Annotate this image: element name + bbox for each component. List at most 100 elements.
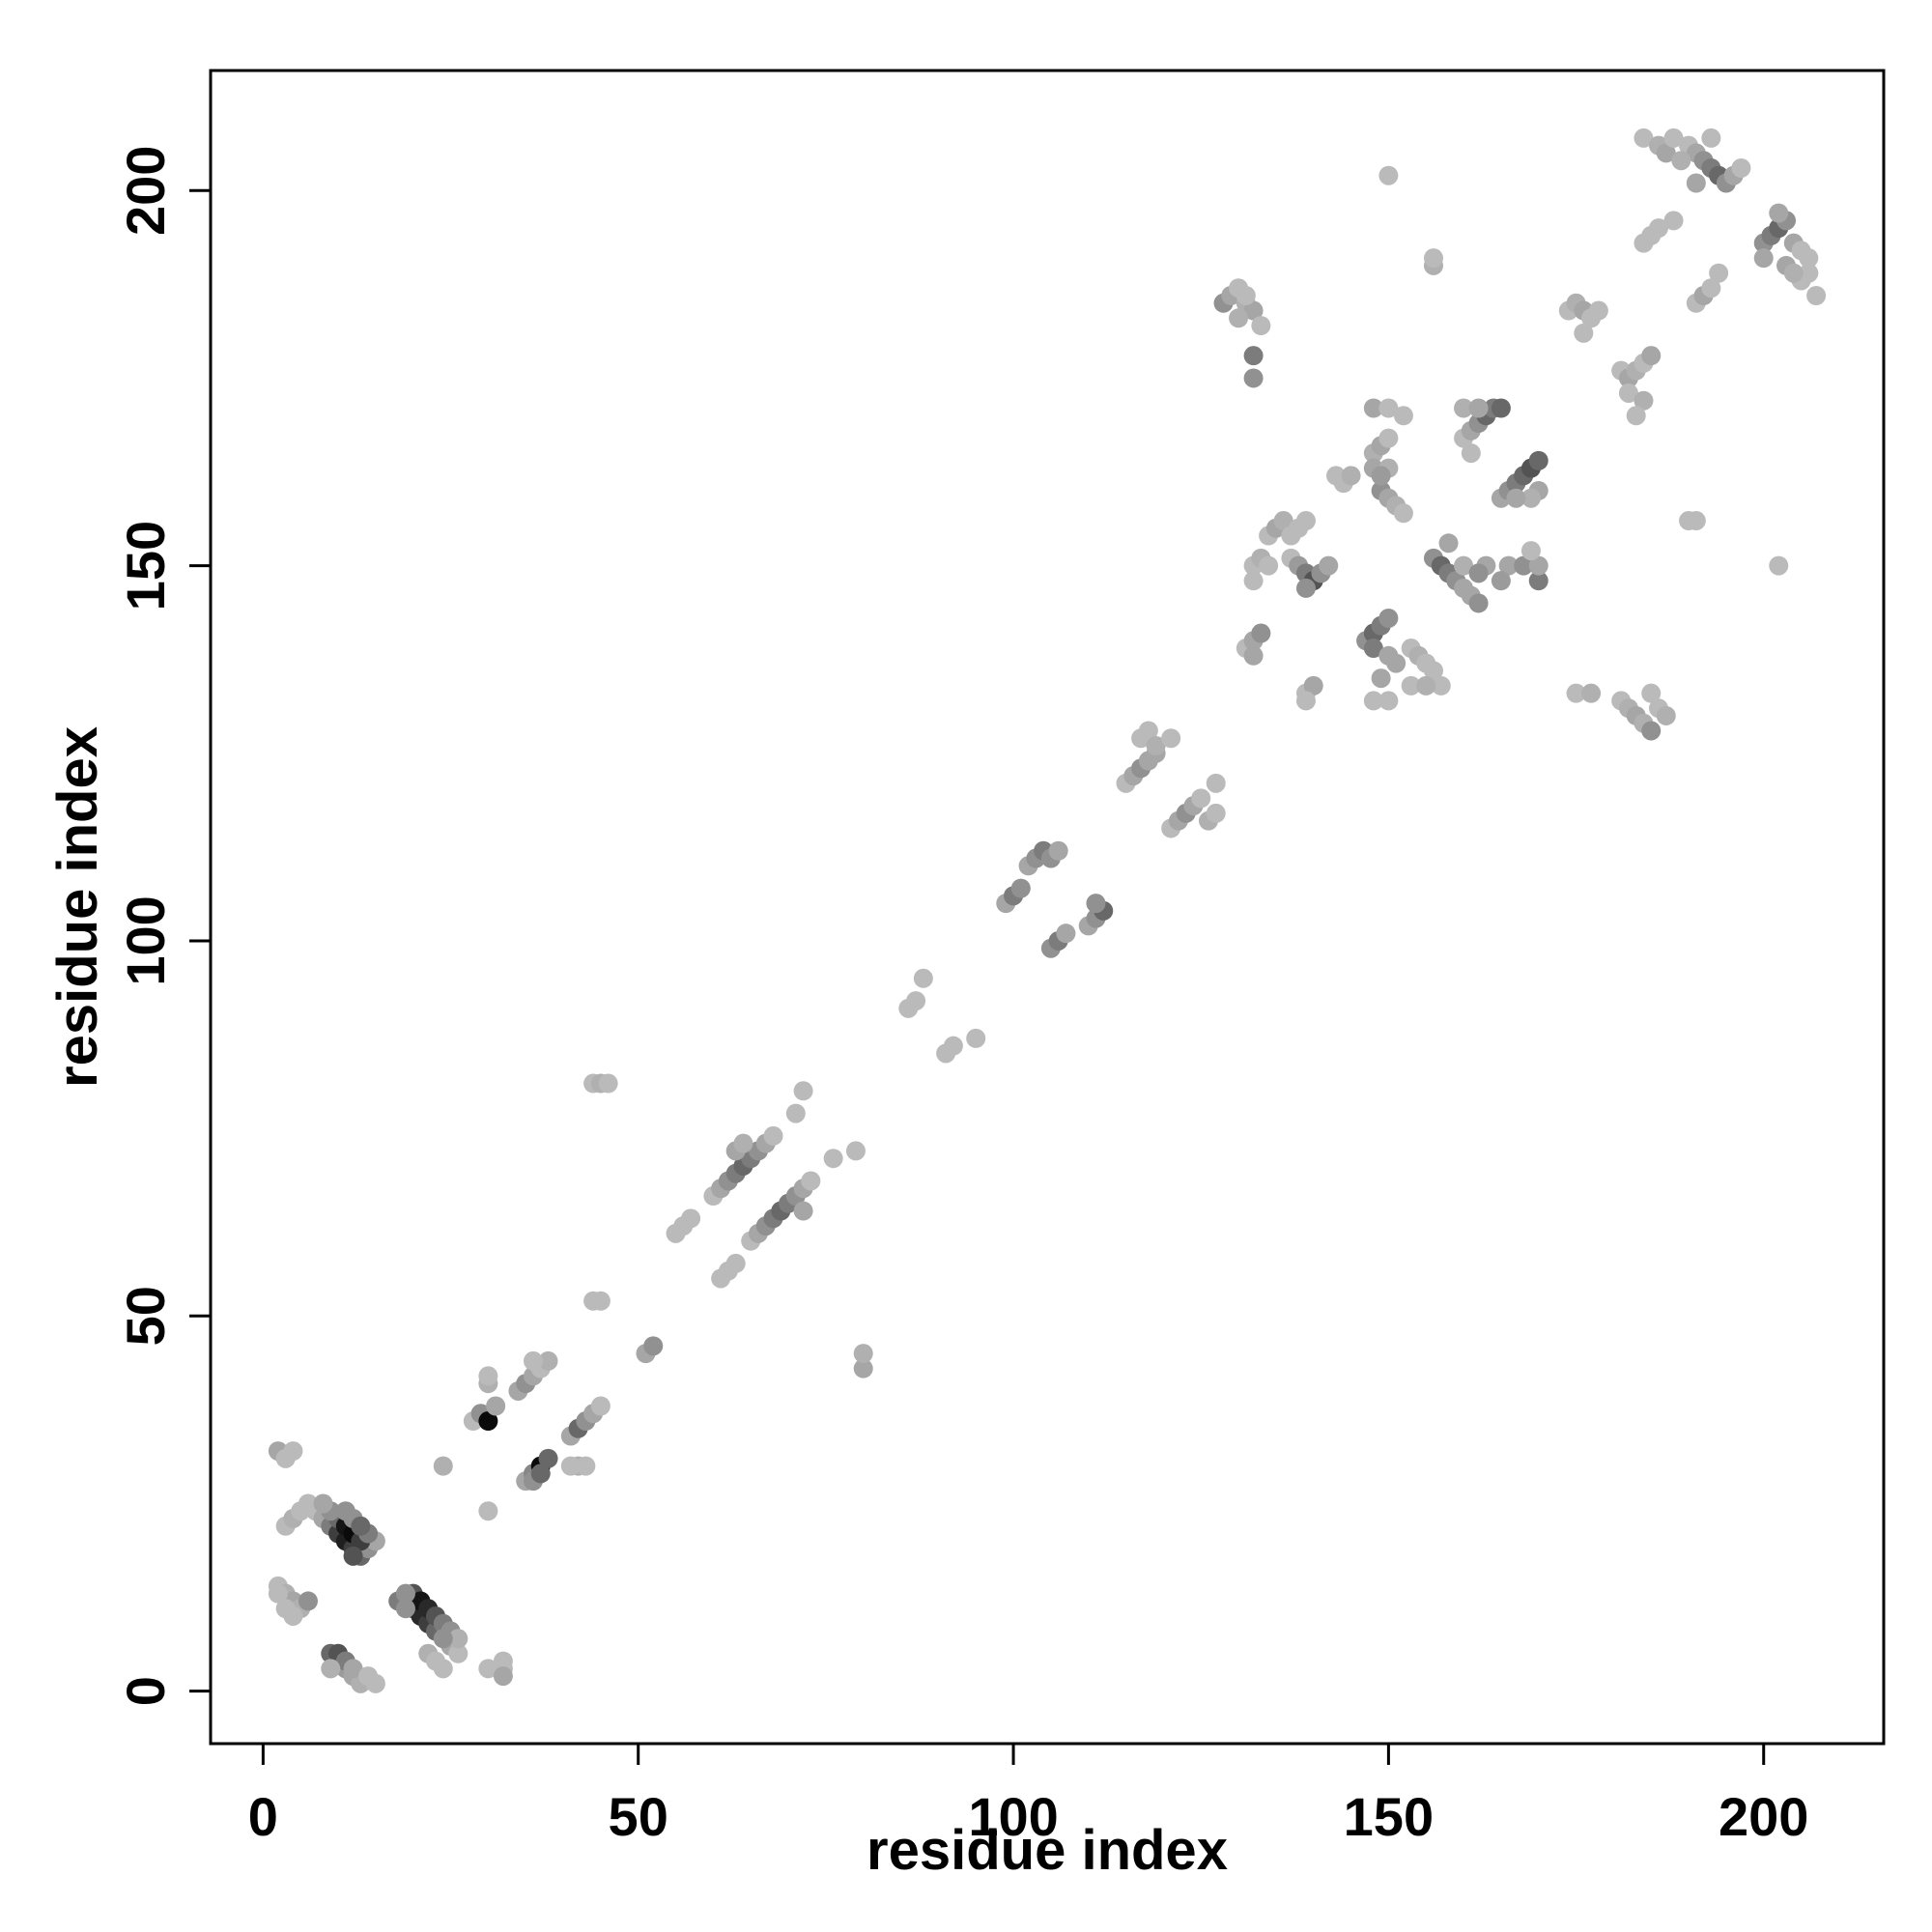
contact-point xyxy=(801,1171,821,1191)
contact-point xyxy=(1229,308,1249,328)
contact-point xyxy=(313,1493,333,1514)
contact-point xyxy=(1491,571,1511,591)
contact-point xyxy=(725,1253,746,1273)
contact-point xyxy=(433,1456,453,1476)
contact-point xyxy=(1378,428,1399,448)
contact-point xyxy=(1393,406,1413,426)
contact-point xyxy=(1363,398,1383,418)
contact-point xyxy=(1731,157,1751,178)
contact-point xyxy=(823,1149,843,1169)
contact-point xyxy=(598,1073,618,1094)
contact-point xyxy=(1656,705,1676,725)
contact-point xyxy=(1588,300,1608,321)
contact-point xyxy=(1491,398,1511,418)
contact-point xyxy=(1663,128,1684,148)
contact-point xyxy=(560,1456,581,1476)
contact-point xyxy=(1146,736,1166,756)
contact-point xyxy=(590,1291,611,1311)
contact-point xyxy=(1799,248,1819,269)
contact-point xyxy=(1468,593,1489,613)
contact-point xyxy=(486,1396,506,1416)
contact-point xyxy=(1799,263,1819,283)
contact-point xyxy=(1243,346,1264,366)
contact-point xyxy=(1461,443,1481,464)
contact-point xyxy=(1769,555,1789,576)
contact-point xyxy=(763,1125,783,1146)
contact-point xyxy=(1259,555,1279,576)
contact-point xyxy=(448,1643,469,1663)
contact-point xyxy=(1656,143,1676,163)
contact-point xyxy=(365,1673,385,1693)
contact-point xyxy=(1206,773,1226,793)
contact-point xyxy=(1048,840,1068,861)
contact-point xyxy=(1386,653,1406,673)
contact-point xyxy=(1528,555,1548,576)
contact-point xyxy=(913,968,933,988)
contact-point xyxy=(530,1463,551,1484)
contact-point xyxy=(906,991,926,1011)
contact-point xyxy=(576,1456,596,1476)
contact-point xyxy=(538,1350,558,1371)
contact-point xyxy=(1671,151,1691,171)
contact-point xyxy=(1010,878,1031,898)
contact-point xyxy=(298,1591,318,1611)
contact-point xyxy=(268,1583,288,1604)
contact-point xyxy=(1319,555,1339,576)
contact-point xyxy=(733,1133,753,1153)
contact-point xyxy=(1520,488,1541,508)
contact-point xyxy=(1371,466,1391,486)
contact-point xyxy=(1701,278,1721,298)
contact-point xyxy=(1295,511,1316,531)
contact-point xyxy=(1528,450,1548,470)
contact-point xyxy=(433,1659,453,1679)
contact-point xyxy=(1363,691,1383,711)
contact-point xyxy=(283,1605,303,1626)
contact-point xyxy=(1401,675,1421,696)
contact-point xyxy=(1514,555,1534,576)
contact-point xyxy=(335,1501,355,1521)
contact-point xyxy=(1206,803,1226,823)
y-tick-label: 150 xyxy=(115,521,176,611)
contact-point xyxy=(1783,263,1804,283)
contact-point xyxy=(793,1201,813,1221)
contact-point xyxy=(1273,511,1293,531)
contact-point xyxy=(1243,368,1264,388)
contact-point xyxy=(1191,788,1211,809)
contact-point xyxy=(395,1583,415,1604)
x-tick-label: 0 xyxy=(248,1786,278,1847)
contact-point xyxy=(478,1659,498,1679)
contact-point xyxy=(1454,555,1474,576)
contact-point xyxy=(343,1659,363,1679)
x-tick-label: 100 xyxy=(968,1786,1058,1847)
contact-point xyxy=(681,1208,701,1229)
contact-point xyxy=(1393,503,1413,524)
y-tick-label: 50 xyxy=(115,1286,176,1346)
contact-point xyxy=(1709,263,1729,283)
contact-point xyxy=(1371,668,1391,689)
contact-point xyxy=(1431,675,1451,696)
contact-point xyxy=(478,1501,498,1521)
contact-point xyxy=(1423,248,1443,269)
contact-point xyxy=(1648,218,1668,239)
contact-point xyxy=(1295,578,1316,598)
contact-point xyxy=(845,1141,866,1161)
y-axis: 0 50 100 150 200 xyxy=(115,146,211,1706)
contact-point xyxy=(493,1666,513,1687)
x-tick-label: 50 xyxy=(609,1786,668,1847)
contact-point xyxy=(853,1358,873,1378)
data-points xyxy=(268,128,1827,1693)
contact-point xyxy=(1236,286,1256,306)
plot-frame xyxy=(209,69,1886,1746)
contact-point xyxy=(1243,645,1264,666)
contact-point xyxy=(1506,488,1526,508)
y-tick-label: 200 xyxy=(115,146,176,236)
contact-point xyxy=(1806,286,1827,306)
contact-point xyxy=(1701,128,1721,148)
y-tick-label: 100 xyxy=(115,895,176,985)
contact-point xyxy=(785,1103,806,1123)
contact-point xyxy=(478,1411,498,1432)
contact-point xyxy=(1423,661,1443,681)
contact-point xyxy=(1618,383,1638,403)
contact-point xyxy=(433,1629,453,1649)
